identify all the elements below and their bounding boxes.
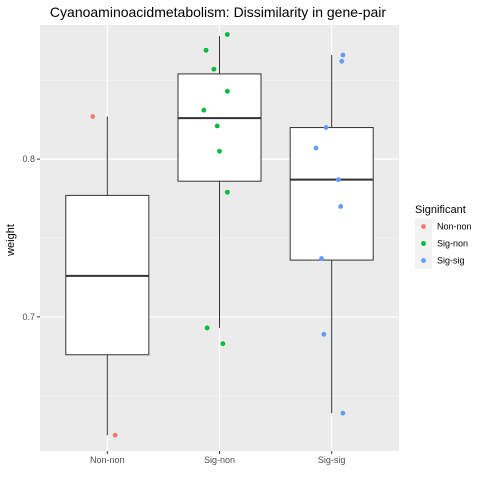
data-point: [340, 52, 346, 58]
x-axis: Non-non Sig-non Sig-sig: [90, 451, 345, 465]
box: [177, 73, 262, 182]
legend: Significant Non-non Sig-non Sig-sig: [415, 204, 472, 269]
boxplot-sig-sig: [289, 54, 374, 414]
legend-label: Non-non: [437, 222, 472, 232]
boxplot-sig-non: [177, 36, 262, 328]
boxplots: [65, 36, 374, 436]
data-point: [211, 66, 217, 72]
y-axis-title: weight: [5, 224, 17, 257]
y-axis: 0.7 0.8: [22, 154, 40, 322]
legend-key-marker: [421, 258, 426, 263]
data-point: [338, 204, 344, 209]
legend-label: Sig-sig: [437, 256, 465, 266]
data-point: [224, 32, 230, 37]
data-point: [224, 189, 230, 195]
data-point: [313, 145, 319, 151]
legend-label: Sig-non: [437, 239, 468, 249]
data-point: [321, 331, 327, 337]
data-point: [90, 114, 96, 119]
data-point: [336, 177, 341, 183]
x-tick-label: Sig-sig: [318, 455, 346, 465]
data-point: [204, 325, 210, 331]
x-tick-label: Sig-non: [204, 455, 235, 465]
data-point: [203, 47, 209, 53]
jitter-points: [90, 32, 346, 438]
chart-title: Cyanoaminoacidmetabolism: Dissimilarity …: [50, 4, 386, 20]
boxplot-non-non: [65, 116, 150, 436]
legend-title: Significant: [415, 204, 466, 216]
data-point: [319, 256, 324, 261]
data-point: [220, 341, 226, 347]
legend-key-marker: [421, 224, 426, 229]
y-tick-label: 0.7: [22, 312, 35, 322]
data-point: [340, 410, 346, 416]
data-point: [201, 107, 207, 113]
data-point: [214, 123, 220, 129]
box: [289, 127, 374, 261]
legend-key-marker: [421, 241, 426, 246]
data-point: [217, 148, 222, 154]
data-point: [339, 58, 345, 64]
data-point: [112, 432, 118, 438]
y-tick-label: 0.8: [22, 154, 35, 164]
data-point: [323, 125, 329, 130]
x-tick-label: Non-non: [90, 455, 125, 465]
data-point: [224, 88, 230, 94]
